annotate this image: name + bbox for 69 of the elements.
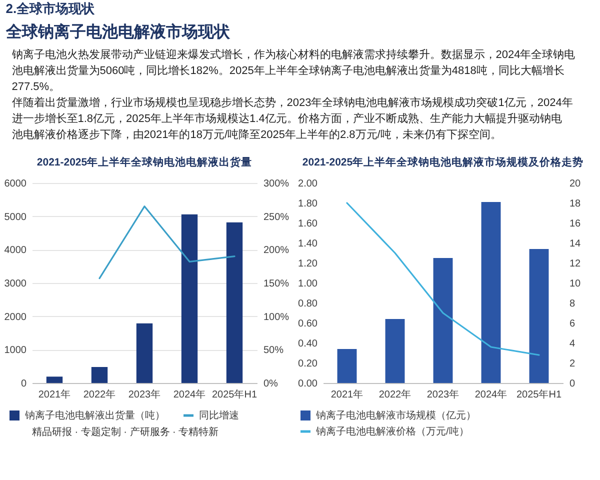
text: 钠离子电池火热发展带动产业链迎来爆发式增长，作为核心材料的电解液需求持续攀升。数据显示，2024年全球钠电池电解液出货量为5060吨，同比增长182%。2025年上半年全球钠离子电池电解液出货量为4818吨，同比大幅增长277.5%。 [10,48,576,93]
line-series [346,202,540,356]
bar [91,367,108,383]
y2-tick-label: 16 [570,218,582,230]
bar [46,376,63,383]
y-tick-label: 0.40 [298,338,318,350]
y-tick-label: 5000 [4,212,27,223]
y2-tick-label: 0 [570,378,576,390]
y-tick-label: 1.40 [298,238,318,250]
y2-tick-label: 250% [264,212,290,223]
y2-tick-label: 6 [570,318,576,330]
line-series [98,206,236,280]
x-tick-label: 2021年 [330,388,364,400]
y2-tick-label: 8 [570,298,576,310]
chart-title: 2021-2025年上半年全球钠电池电解液市场规模及价格走势 [302,156,584,168]
y2-tick-label: 100% [264,312,290,323]
y-tick-label: 0 [20,378,27,390]
x-tick-label: 2024年 [474,388,508,400]
y-tick-label: 0.00 [298,378,318,390]
text: 全球钠离子电池电解液市场现状 [4,22,231,41]
bar [136,323,153,383]
bar [481,202,501,383]
y2-tick-label: 4 [570,338,576,350]
text: 精品研报 · 专题定制 · 产研服务 · 专精特新 [32,426,219,438]
y2-tick-label: 14 [570,238,582,250]
x-tick-label: 2021年 [38,388,71,400]
x-tick-label: 2025年H1 [212,388,258,400]
x-tick-label: 2023年 [426,388,460,400]
y2-tick-label: 50% [264,345,284,356]
x-tick-label: 2024年 [173,388,206,400]
y-tick-label: 1.00 [298,278,318,290]
y2-tick-label: 20 [570,178,582,190]
legend-label: 同比增速 [199,410,239,422]
y-tick-label: 0.60 [298,318,318,330]
y-tick-label: 1.80 [298,198,318,210]
x-tick-label: 2023年 [128,388,161,400]
text: 2.全球市场现状 [6,1,96,16]
y-tick-label: 2.00 [298,178,318,190]
bar [226,222,243,383]
y2-tick-label: 18 [570,198,582,210]
bar [181,214,198,383]
x-tick-label: 2025年H1 [516,388,562,400]
y2-tick-label: 300% [264,178,290,190]
y-tick-label: 3000 [4,278,27,290]
chart-title: 2021-2025年上半年全球钠电池电解液出货量 [36,156,252,168]
bar [433,258,453,383]
y-tick-label: 1000 [4,345,27,356]
y2-tick-label: 200% [264,245,290,256]
legend-label: 钠离子电池电解液出货量（吨） [24,410,165,422]
y-tick-label: 6000 [4,178,27,190]
y-tick-label: 0.20 [298,358,318,370]
legend-label: 钠离子电池电解液价格（万元/吨） [315,426,469,438]
x-tick-label: 2022年 [378,388,412,400]
y-tick-label: 0.80 [298,298,318,310]
y2-tick-label: 150% [264,278,290,290]
y-tick-label: 1.60 [298,218,318,230]
y-tick-label: 4000 [4,245,27,256]
bar [529,249,549,383]
y2-tick-label: 0% [264,378,278,390]
bar [337,349,357,383]
y-tick-label: 2000 [4,312,27,323]
legend-label: 钠离子电池电解液市场规模（亿元） [315,410,476,422]
x-tick-label: 2022年 [83,388,116,400]
text: 伴随着出货量激增，行业市场规模也呈现稳步增长态势，2023年全球钠电池电解液市场规模成功突破1亿元，2024年进一步增长至1.8亿元，2025年上半年市场规模达1.4亿元。价格方面，产业不断成熟、生产能力大幅提升驱动钠电池电解液价格逐步下降，由2021年的18万元/吨降至2025年上半年的2.8万元/吨，未来仍有下探空间。 [12,96,573,141]
bar [385,319,405,383]
y-tick-label: 1.20 [298,258,318,270]
y2-tick-label: 10 [570,278,582,290]
y2-tick-label: 12 [570,258,582,270]
y2-tick-label: 2 [570,358,576,370]
